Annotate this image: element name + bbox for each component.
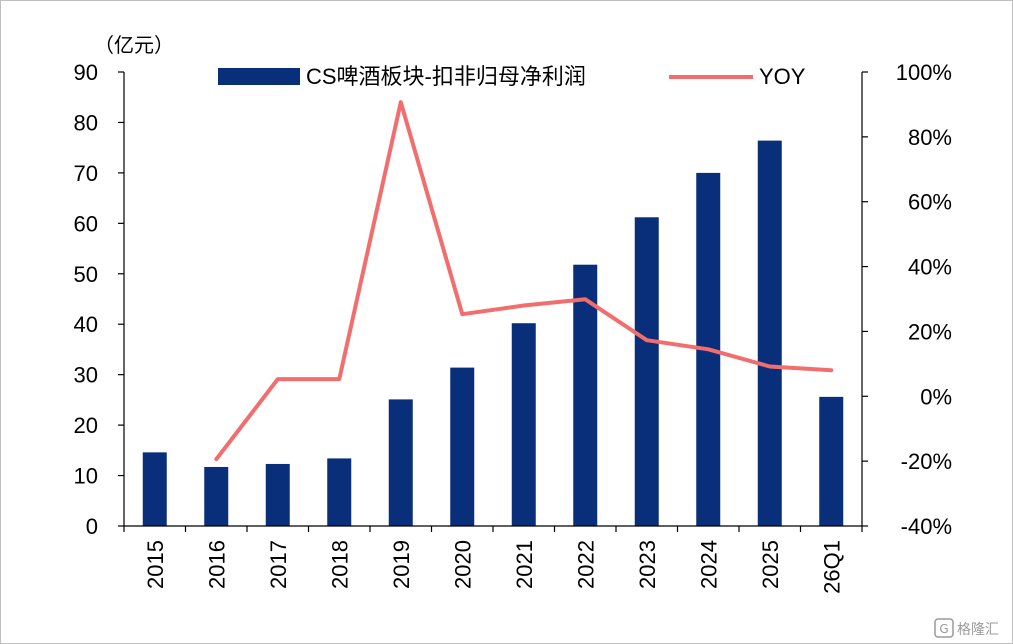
watermark-logo-glyph: G (939, 622, 948, 636)
legend-line-label: YOY (759, 64, 806, 89)
legend: CS啤酒板块-扣非归母净利润 YOY (218, 64, 806, 89)
x-tick-label: 2023 (635, 540, 660, 589)
x-tick-label: 2021 (512, 540, 537, 589)
bar-2018 (327, 458, 352, 526)
watermark: G 格隆汇 (934, 618, 999, 638)
left-tick-label: 90 (74, 60, 98, 85)
left-tick-label: 20 (74, 413, 98, 438)
right-tick-label: 40% (908, 255, 952, 280)
right-tick-label: -40% (901, 514, 952, 539)
bar-26Q1 (819, 396, 844, 526)
x-axis: 2015 2016 2017 2018 2019 2020 2021 2022 2023 2024… (123, 525, 863, 594)
left-tick-label: 40 (74, 312, 98, 337)
right-tick-label: 20% (908, 319, 952, 344)
bar-2015 (142, 452, 167, 526)
left-tick-label: 30 (74, 363, 98, 388)
left-tick-label: 10 (74, 464, 98, 489)
x-tick-label: 2015 (143, 540, 168, 589)
left-tick-label: 70 (74, 161, 98, 186)
bar-2019 (388, 399, 413, 526)
bar-2021 (511, 323, 536, 526)
x-tick-label: 26Q1 (819, 540, 844, 594)
right-tick-label: 80% (908, 125, 952, 150)
x-tick-label: 2022 (573, 540, 598, 589)
bar-series (142, 140, 844, 527)
left-axis-unit-label: （亿元） (94, 33, 174, 57)
bar-2017 (265, 463, 290, 526)
x-tick-label: 2017 (266, 540, 291, 589)
x-tick-label: 2016 (204, 540, 229, 589)
x-tick-label: 2018 (327, 540, 352, 589)
legend-bar-label: CS啤酒板块-扣非归母净利润 (306, 64, 586, 89)
left-axis: 0 10 20 30 40 50 60 70 80 90 (74, 60, 125, 539)
bar-2023 (634, 217, 659, 526)
right-tick-label: -20% (901, 449, 952, 474)
watermark-text: 格隆汇 (957, 622, 999, 638)
bar-2016 (204, 466, 229, 526)
bar-2025 (757, 140, 782, 527)
right-tick-label: 100% (896, 60, 952, 85)
right-axis: -40% -20% 0% 20% 40% 60% 80% 100% (861, 60, 952, 539)
left-tick-label: 60 (74, 211, 98, 236)
watermark-logo-icon (934, 618, 954, 638)
x-tick-label: 2025 (758, 540, 783, 589)
bar-2020 (450, 367, 475, 526)
bar-2022 (573, 264, 598, 526)
x-tick-label: 2019 (389, 540, 414, 589)
left-tick-label: 50 (74, 262, 98, 287)
legend-bar-swatch (218, 68, 300, 85)
x-tick-label: 2024 (696, 540, 721, 589)
left-tick-label: 80 (74, 110, 98, 135)
left-tick-label: 0 (86, 514, 98, 539)
line-series (214, 100, 834, 462)
right-tick-label: 0% (920, 384, 952, 409)
right-tick-label: 60% (908, 190, 952, 215)
x-tick-label: 2020 (450, 540, 475, 589)
